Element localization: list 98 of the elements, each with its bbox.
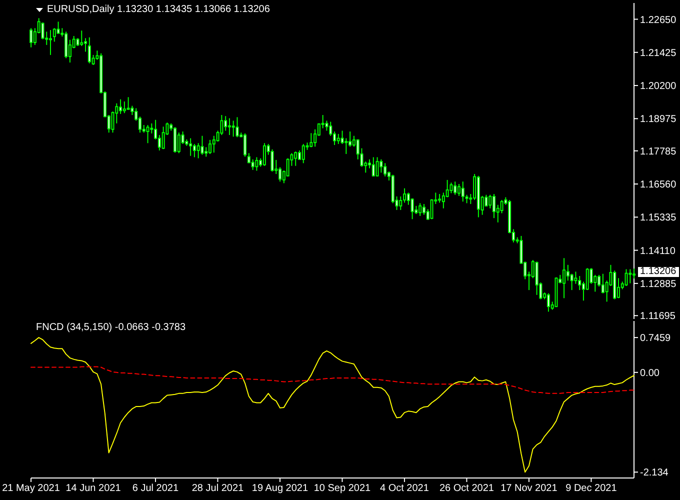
candlestick <box>122 100 126 114</box>
x-tick-label: 26 Oct 2021 <box>439 483 494 494</box>
candlestick <box>578 275 582 291</box>
candlestick <box>624 268 628 286</box>
candlestick <box>84 38 88 52</box>
candlestick <box>450 182 453 194</box>
candlestick <box>244 132 247 158</box>
candlestick <box>189 138 192 156</box>
candlestick <box>146 124 150 144</box>
candlestick <box>88 36 91 64</box>
candlestick <box>384 162 387 177</box>
candlestick <box>204 146 208 158</box>
y-tick-label: 1.20200 <box>640 81 677 92</box>
candlestick <box>586 268 589 291</box>
candlestick <box>376 156 379 177</box>
candlestick <box>302 143 305 164</box>
candlestick <box>562 258 566 299</box>
candlestick <box>535 261 538 296</box>
candlestick <box>454 181 457 196</box>
y-tick-label: 1.14110 <box>640 246 676 257</box>
x-tick-label: 4 Oct 2021 <box>380 483 430 494</box>
candlestick <box>173 126 176 154</box>
candlestick <box>484 194 488 207</box>
candlestick <box>344 138 348 154</box>
x-tick-label: 14 Jun 2021 <box>66 483 122 494</box>
candlestick <box>80 30 84 47</box>
candlestick <box>628 268 632 284</box>
candlestick <box>422 204 426 216</box>
y-tick-label: 1.11695 <box>640 311 676 322</box>
text: 1.13206 <box>638 266 679 277</box>
candlestick <box>500 199 504 214</box>
y-tick-label: 1.18975 <box>640 114 677 126</box>
candlestick <box>399 196 402 210</box>
x-tick-label: 10 Sep 2021 <box>314 483 372 494</box>
x-tick-label: 6 Jul 2021 <box>132 483 179 494</box>
y-tick-label: 0.7459 <box>640 333 672 344</box>
candlestick <box>177 132 180 154</box>
y-tick-label: 1.12885 <box>640 278 677 290</box>
candlestick <box>262 142 266 166</box>
y-tick-label: -2.134 <box>640 468 669 479</box>
y-tick-label: 0.00 <box>640 368 660 379</box>
candlestick <box>570 273 574 291</box>
candlestick <box>457 183 460 196</box>
candlestick <box>336 133 340 144</box>
candlestick <box>492 194 496 219</box>
candlestick <box>410 198 414 220</box>
y-tick-label: 1.22650 <box>640 14 677 26</box>
y-tick-label: 1.21425 <box>640 48 677 59</box>
candlestick <box>403 188 406 204</box>
candlestick <box>192 143 196 158</box>
candlestick <box>270 148 274 172</box>
candlestick <box>461 181 464 202</box>
candlestick <box>41 22 44 40</box>
x-tick-label: 19 Aug 2021 <box>252 483 308 494</box>
candlestick <box>236 116 239 138</box>
chart-title: EURUSD,Daily 1.13230 1.13435 1.13066 1.13206 <box>47 4 270 16</box>
x-tick-label: 28 Jul 2021 <box>192 483 244 494</box>
candlestick <box>418 202 422 216</box>
candlestick <box>546 292 550 312</box>
candlestick <box>228 118 231 136</box>
candlestick <box>488 194 492 209</box>
candlestick <box>348 131 352 148</box>
candlestick <box>380 158 383 174</box>
y-tick-label: 1.15335 <box>640 212 677 224</box>
candlestick <box>212 135 216 154</box>
candlestick <box>372 156 375 177</box>
candlestick <box>574 271 578 284</box>
line-series <box>30 337 634 473</box>
candlestick <box>446 179 449 198</box>
y-tick-label: 1.16560 <box>640 180 677 191</box>
candlestick <box>442 192 445 209</box>
candlestick <box>56 21 60 34</box>
candlestick <box>255 156 258 172</box>
candlestick <box>200 135 204 156</box>
candlestick <box>64 31 68 59</box>
candlestick <box>119 98 122 114</box>
candlestick <box>52 28 56 42</box>
candlestick <box>251 158 254 170</box>
candlestick <box>278 166 282 182</box>
candlestick <box>30 28 33 48</box>
x-tick-label: 9 Dec 2021 <box>566 483 618 494</box>
candlestick <box>224 116 228 132</box>
chart-title: FNCD (34,5,150) -0.0663 -0.3783 <box>36 322 186 334</box>
candlestick <box>232 120 235 138</box>
candlestick <box>566 264 570 282</box>
candlestick <box>298 150 301 160</box>
candlestick <box>130 105 134 116</box>
candlestick <box>310 132 313 148</box>
candlestick <box>126 96 130 110</box>
y-tick-label: 1.17785 <box>640 146 677 158</box>
candlestick <box>294 151 298 166</box>
candlestick <box>49 30 52 56</box>
candlestick <box>162 126 165 150</box>
x-tick-label: 17 Nov 2021 <box>500 483 558 494</box>
candlestick <box>208 139 212 154</box>
line-series <box>30 366 634 394</box>
x-tick-label: 21 May 2021 <box>2 483 60 494</box>
candlestick <box>601 273 604 294</box>
